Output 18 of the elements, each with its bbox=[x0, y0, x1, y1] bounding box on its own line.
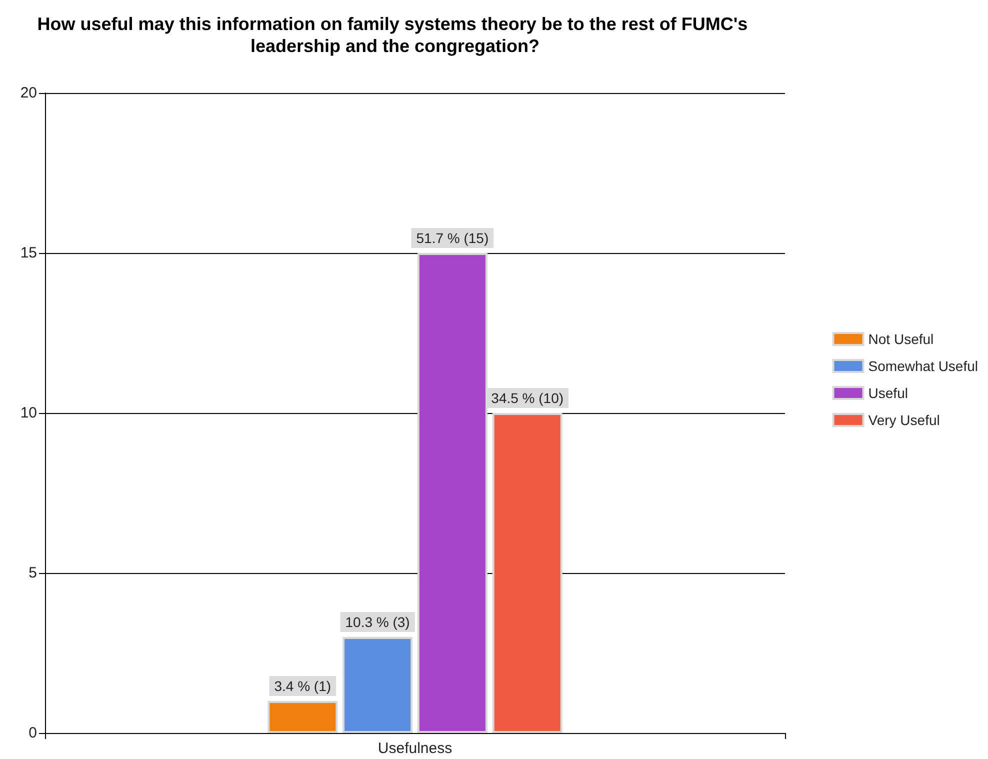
legend-label: Somewhat Useful bbox=[868, 358, 978, 374]
y-tick-label: 15 bbox=[20, 244, 37, 262]
bar bbox=[492, 413, 562, 733]
legend-label: Useful bbox=[868, 385, 908, 401]
y-tick-label: 10 bbox=[20, 404, 37, 422]
y-tick-label: 5 bbox=[28, 564, 37, 582]
legend-label: Very Useful bbox=[868, 412, 940, 428]
data-label: 34.5 % (10) bbox=[491, 390, 564, 406]
data-label: 51.7 % (15) bbox=[416, 230, 489, 246]
x-tick-label: Usefulness bbox=[378, 740, 452, 757]
data-label: 3.4 % (1) bbox=[274, 678, 332, 694]
chart-title: How useful may this information on family systems theory be to the rest of FUMC's leadership and the congregation? bbox=[37, 14, 753, 56]
y-tick-label: 0 bbox=[28, 724, 37, 742]
y-tick-label: 20 bbox=[20, 84, 37, 102]
data-label: 10.3 % (3) bbox=[345, 614, 410, 630]
bar bbox=[342, 637, 413, 733]
bar bbox=[268, 701, 338, 733]
legend-label: Not Useful bbox=[868, 331, 934, 347]
